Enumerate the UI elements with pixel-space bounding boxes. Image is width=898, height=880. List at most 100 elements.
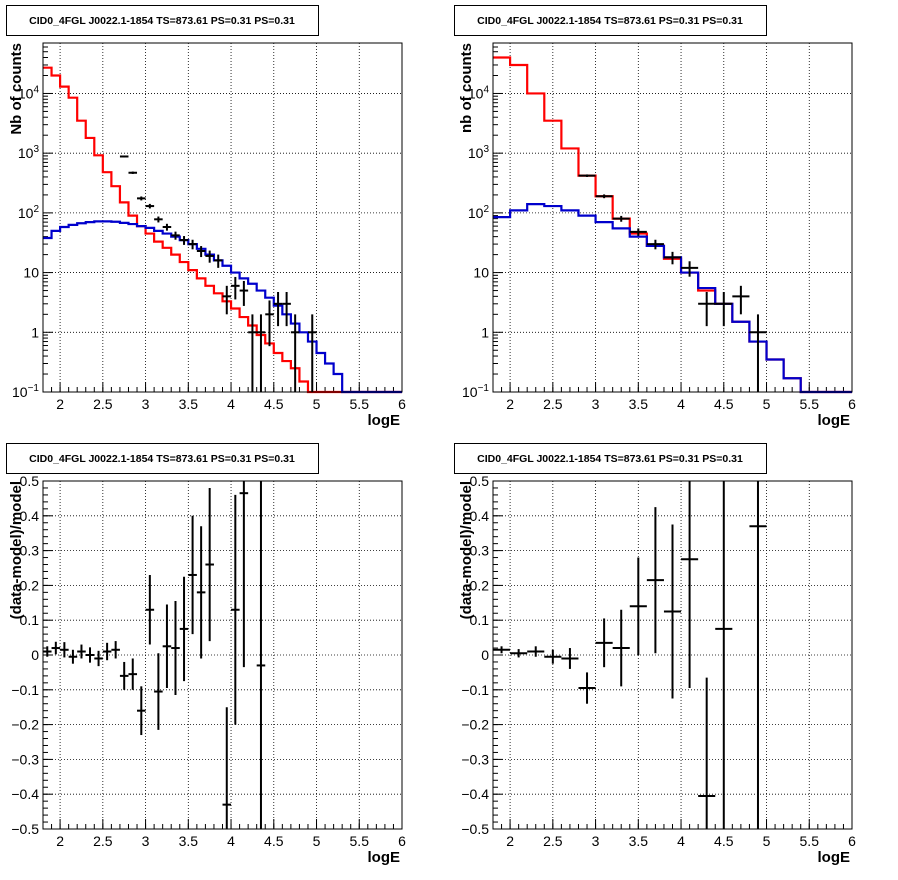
title-box [6, 5, 319, 36]
x-tick-label: 3.5 [629, 396, 649, 412]
data-point [119, 155, 129, 158]
residual-point [715, 481, 733, 829]
y-tick-label: −0.5 [11, 821, 39, 837]
x-tick-label: 5 [313, 833, 321, 849]
residual-point [239, 481, 249, 668]
y-axis-label: (data-model)/model [458, 481, 475, 619]
residual-point [578, 672, 596, 704]
y-tick-label: 0.2 [470, 577, 490, 593]
y-tick-label: 0.3 [20, 543, 40, 559]
y-tick-label: 10−1 [12, 383, 39, 400]
y-axis-label: (data-model)/model [8, 481, 25, 619]
x-tick-label: 3 [142, 833, 150, 849]
data-point [171, 231, 180, 240]
y-tick-label: 0 [31, 647, 39, 663]
y-tick-label: −0.2 [11, 717, 39, 733]
x-tick-label: 5.5 [350, 833, 370, 849]
x-axis-label: logE [818, 849, 851, 866]
residual-point [196, 526, 206, 659]
y-tick-label: 10 [23, 265, 39, 281]
residual-point [663, 524, 682, 699]
plot-frame [42, 480, 403, 830]
data-point [231, 276, 240, 300]
data-point [162, 223, 172, 231]
x-tick-label: 5.5 [800, 833, 820, 849]
data-point [595, 194, 613, 199]
data-point [732, 285, 750, 315]
data-point [282, 291, 291, 327]
x-axis-label: logE [818, 412, 851, 429]
x-tick-label: 5 [313, 396, 321, 412]
residual-point [544, 649, 562, 664]
residual-point [749, 481, 767, 829]
x-tick-label: 2.5 [93, 396, 113, 412]
y-tick-label: −0.4 [461, 786, 489, 802]
y-tick-label: −0.3 [461, 751, 489, 767]
residual-point [102, 642, 112, 661]
residual-point [612, 609, 630, 687]
x-tick-label: 2.5 [543, 833, 563, 849]
data-point [290, 314, 300, 392]
data-point [239, 280, 249, 306]
residual-point [256, 481, 266, 829]
x-tick-label: 3.5 [629, 833, 649, 849]
residual-point [527, 646, 545, 657]
x-tick-label: 3.5 [179, 396, 199, 412]
residual-point [111, 641, 120, 659]
data-point [154, 216, 163, 223]
plot-frame [492, 42, 853, 393]
title-box [454, 443, 767, 474]
y-tick-label: 0.4 [20, 508, 40, 524]
residual-point [43, 646, 52, 657]
residual-point [171, 601, 180, 696]
y-tick-label: −0.5 [461, 821, 489, 837]
residual-point [493, 646, 511, 654]
data-point [213, 254, 223, 268]
chart-panel-4: CID0_4FGL J0022.1-1854 TS=873.61 PS=0.31… [454, 443, 856, 866]
y-tick-label: 10 [473, 265, 489, 281]
residual-point [94, 650, 103, 667]
x-tick-label: 6 [398, 396, 406, 412]
data-point [188, 239, 197, 250]
y-tick-label: 0.3 [470, 543, 490, 559]
x-tick-label: 6 [848, 396, 856, 412]
residual-point [205, 487, 214, 642]
data-point [222, 285, 232, 315]
y-axis-label: Nb of counts [8, 43, 25, 135]
residual-point [85, 647, 95, 663]
chart-title: CID0_4FGL J0022.1-1854 TS=873.61 PS=0.31… [29, 15, 295, 27]
x-tick-label: 2 [56, 833, 64, 849]
data-point [307, 314, 317, 392]
x-tick-label: 4.5 [714, 396, 734, 412]
y-tick-label: 103 [468, 144, 490, 161]
y-tick-label: −0.1 [461, 682, 489, 698]
data-point [629, 228, 647, 236]
y-tick-label: 0.1 [20, 612, 40, 628]
y-tick-label: 104 [18, 84, 40, 101]
y-tick-label: 102 [468, 204, 490, 221]
x-tick-label: 4.5 [714, 833, 734, 849]
data-point [578, 174, 596, 177]
x-tick-label: 2 [506, 396, 514, 412]
data-point [137, 196, 146, 201]
residual-point [681, 481, 699, 689]
data-point [749, 314, 767, 392]
residual-point [595, 618, 613, 668]
x-tick-label: 5.5 [800, 396, 820, 412]
x-tick-label: 2.5 [93, 833, 113, 849]
residual-point [60, 642, 69, 658]
data-point [196, 246, 206, 258]
x-tick-label: 4 [677, 396, 685, 412]
model-total-histogram [493, 56, 852, 394]
model-total-histogram [43, 66, 402, 394]
title-box [6, 443, 319, 474]
residual-point [128, 658, 138, 690]
y-tick-label: 1 [481, 324, 489, 340]
y-tick-label: −0.4 [11, 786, 39, 802]
residual-point [188, 515, 197, 635]
x-tick-label: 5 [763, 396, 771, 412]
data-point [273, 291, 283, 327]
residual-point [162, 604, 172, 689]
data-point [612, 215, 630, 222]
